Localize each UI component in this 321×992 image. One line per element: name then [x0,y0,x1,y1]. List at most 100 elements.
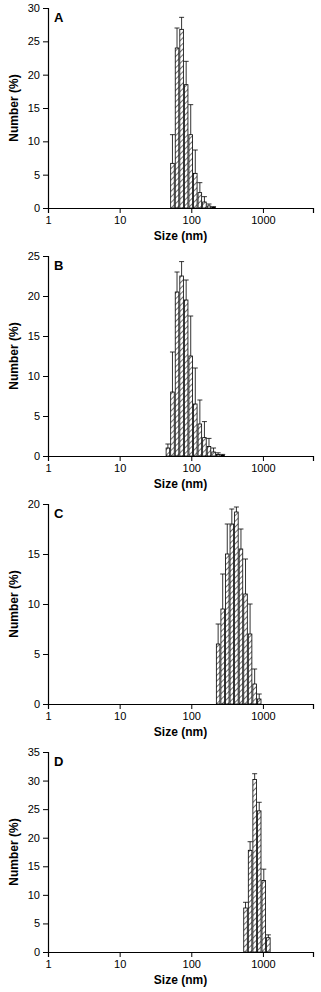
tick: 10 [28,370,48,382]
tick-mark [43,296,48,297]
tick-label: 100 [183,462,201,474]
error-cap [216,624,221,625]
error-bar [179,17,184,29]
tick-label: 1000 [251,462,275,474]
error-bar [225,524,230,554]
tick: 30 [28,775,48,787]
tick-label: 10 [28,370,40,382]
error-bar [266,935,271,938]
tick-label: 15 [28,102,40,114]
tick: 1 [45,208,51,226]
error-cap [234,507,239,508]
y-axis: 05101520 [28,498,49,710]
tick-mark [191,704,192,709]
error-cap [266,934,271,935]
tick: 10 [28,598,48,610]
bar [212,452,216,456]
error-bar [202,422,207,438]
tick-label: 100 [183,710,201,722]
tick: 35 [28,746,48,758]
tick-label: 100 [183,958,201,970]
tick: 0 [34,450,48,462]
error-cap [211,206,216,207]
bar [189,135,193,208]
tick: 25 [28,803,48,815]
x-axis-title: Size (nm) [154,477,207,491]
y-axis-title: Number (%) [7,818,21,885]
error-cap [170,352,175,353]
error-bar [238,529,243,549]
bar [216,644,220,704]
bar [230,524,234,704]
tick-label: 10 [114,710,126,722]
bar [257,811,261,952]
error-stem [250,604,251,634]
tick-mark [43,866,48,867]
bar [248,850,252,952]
error-stem [240,529,241,549]
tick-label: 1 [45,462,51,474]
x-axis: 1101001000 [45,952,313,970]
error-cap [170,134,175,135]
error-stem [199,183,200,193]
error-cap [184,61,189,62]
y-axis-title: Number (%) [7,570,21,637]
error-bar [188,316,193,356]
error-stem [199,400,200,424]
tick: 1 [45,704,51,722]
axis-line [43,505,49,705]
error-stem [254,669,255,684]
error-stem [167,444,168,448]
tick: 10 [28,135,48,147]
error-bar [206,204,211,206]
error-stem [195,368,196,404]
bar [180,29,184,208]
tick-mark [43,604,48,605]
tick-label: 15 [28,548,40,560]
error-cap [202,196,207,197]
tick: 10 [28,889,48,901]
tick-mark [263,456,264,461]
y-axis: 051015202530 [28,2,49,214]
tick-label: 5 [34,169,40,181]
error-bar [216,624,221,644]
tick-mark [43,75,48,76]
error-stem [190,105,191,135]
error-cap [220,574,225,575]
tick: 20 [28,832,48,844]
error-bar [252,669,257,684]
tick-label: 0 [34,450,40,462]
bar [198,193,202,208]
tick-label: 10 [28,889,40,901]
tick-mark [43,809,48,810]
error-bar [252,774,257,780]
error-bar [248,842,253,851]
tick-mark [43,923,48,924]
error-bar [193,150,198,173]
bar [203,438,207,456]
tick-label: 15 [28,330,40,342]
tick: 5 [34,648,48,660]
error-cap [193,368,198,369]
bar [267,938,271,952]
error-cap [193,150,198,151]
bar [239,549,243,704]
tick: 100 [183,704,201,722]
tick-label: 1000 [251,958,275,970]
error-cap [248,604,253,605]
bar [221,609,225,704]
error-bar [184,61,189,84]
y-axis: 0510152025 [28,250,49,462]
panel: 1101001000051015202530Size (nm)Number (%… [7,2,314,243]
tick: 5 [34,410,48,422]
error-cap [243,902,248,903]
error-cap [252,773,257,774]
tick-mark [43,838,48,839]
tick-label: 0 [34,202,40,214]
tick: 15 [28,548,48,560]
tick-mark [43,256,48,257]
tick: 0 [34,698,48,710]
bar [244,908,248,952]
error-stem [177,28,178,48]
error-stem [186,280,187,300]
